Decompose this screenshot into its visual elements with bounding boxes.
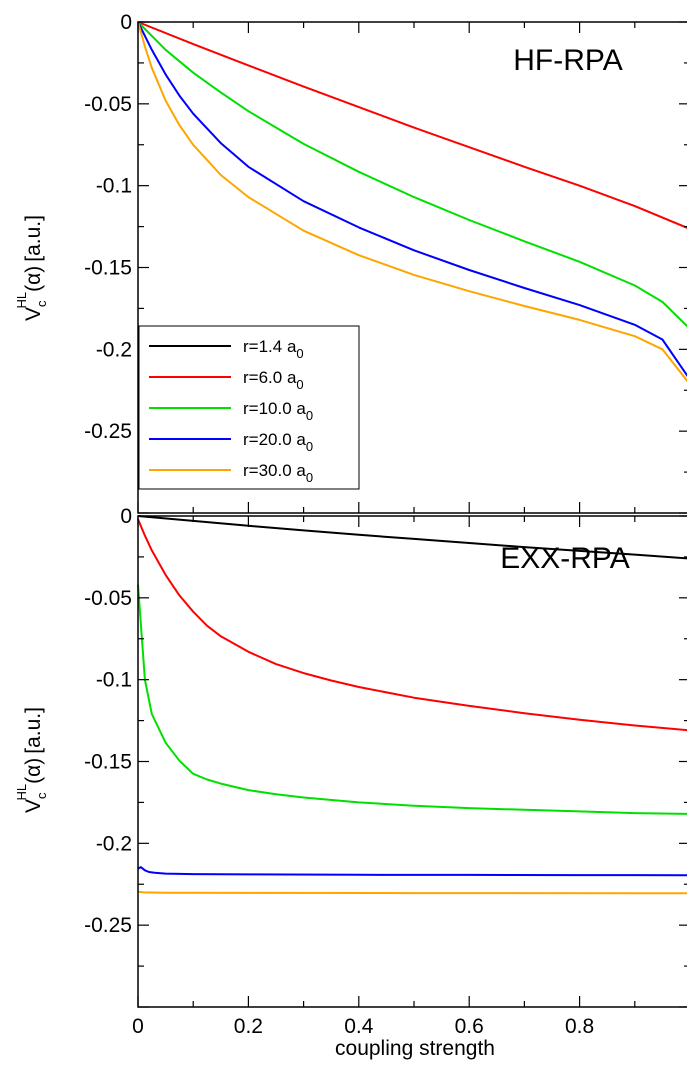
bottom-ytick-label: 0 [120, 505, 132, 528]
svg-text:VcHL(α)[a.u.]: Vc HL(α) [a.u.] [14, 707, 49, 813]
top-series-r-30-0-a0 [137, 21, 687, 383]
bottom-series-r-1-4-a0 [137, 515, 687, 560]
bottom-plot-frame [137, 515, 687, 1008]
bottom-series-r-20-0-a0 [137, 866, 687, 877]
bottom-xtick-label: 0.8 [565, 1015, 594, 1038]
legend: r=1.4 a0 r=6.0 a0 r=10.0 a0 r=20.0 a0 r=30.0… [138, 325, 360, 490]
top-panel-hf-rpa: Vc HL(α) [a.u.] HF-RPA 0 -0.05 -0.1 -0.15 -0.2… [14, 11, 687, 514]
legend-label-r-20-0-a0: r=20.0 a0 [243, 430, 313, 454]
top-ytick-label: 0 [120, 11, 132, 34]
bottom-xtick-label: 0.6 [455, 1015, 484, 1038]
bottom-ytick-label: -0.25 [84, 914, 132, 937]
bottom-ytick-label: -0.15 [84, 751, 132, 774]
legend-label-r-1-4-a0: r=1.4 a0 [243, 337, 304, 361]
bottom-ylabel-sub: c [34, 792, 49, 799]
legend-label-r-6-0-a0: r=6.0 a0 [243, 368, 304, 392]
bottom-y-ticks: 0 -0.05 -0.1 -0.15 -0.2 -0.25 [84, 505, 687, 1008]
bottom-xtick-label: 0.2 [234, 1015, 263, 1038]
svg-text:VcHL(α)[a.u.]: Vc HL(α) [a.u.] [14, 215, 49, 321]
top-series-group [137, 21, 687, 383]
top-series-r-6-0-a0 [137, 21, 687, 229]
top-plot-frame [137, 21, 687, 514]
bottom-ylabel-main: V [22, 799, 45, 813]
bottom-ylabel-unit: [a.u.] [22, 707, 45, 754]
bottom-ytick-label: -0.2 [96, 832, 132, 855]
bottom-ytick-label: -0.1 [96, 669, 132, 692]
top-ylabel-sub: c [34, 300, 49, 307]
top-x-ticks [137, 22, 636, 513]
top-ylabel-unit: [a.u.] [22, 215, 45, 262]
top-ytick-label: -0.15 [84, 257, 132, 280]
top-ylabel-sup: HL [14, 292, 29, 309]
legend-label-r-10-0-a0: r=10.0 a0 [243, 399, 313, 423]
top-ytick-label: -0.1 [96, 175, 132, 198]
top-series-r-20-0-a0 [137, 21, 687, 378]
bottom-xtick-label: 0.4 [344, 1015, 374, 1038]
top-ylabel-arg: (α) [22, 266, 45, 292]
bottom-y-axis-label: Vc HL(α) [a.u.] [14, 707, 49, 813]
top-panel-title: HF-RPA [513, 44, 622, 77]
bottom-panel-exx-rpa: VcHL(α)[a.u.] EXX-RPA 0-0.05-0.1-0.15-0.… [14, 505, 687, 1060]
bottom-series-r-6-0-a0 [137, 518, 687, 732]
bottom-series-r-10-0-a0 [137, 584, 687, 815]
legend-label-r-30-0-a0: r=30.0 a0 [243, 461, 313, 485]
bottom-series-r-30-0-a0 [137, 890, 687, 895]
top-ytick-label: -0.05 [84, 93, 132, 116]
top-ytick-label: -0.2 [96, 338, 132, 361]
x-axis-title: coupling strength [335, 1037, 495, 1060]
top-ytick-label: -0.25 [84, 420, 132, 443]
bottom-xtick-label: 0 [132, 1015, 144, 1038]
bottom-series-group [137, 515, 687, 895]
bottom-ytick-label: -0.05 [84, 587, 132, 610]
top-ylabel-main: V [22, 307, 45, 321]
bottom-ylabel-arg: (α) [22, 758, 45, 784]
bottom-x-ticks: 0 0.2 0.4 0.6 0.8 [132, 516, 636, 1038]
top-y-axis-label: Vc HL(α) [a.u.] [14, 215, 49, 321]
bottom-ylabel-sup: HL [14, 784, 29, 801]
top-series-r-10-0-a0 [137, 21, 687, 328]
